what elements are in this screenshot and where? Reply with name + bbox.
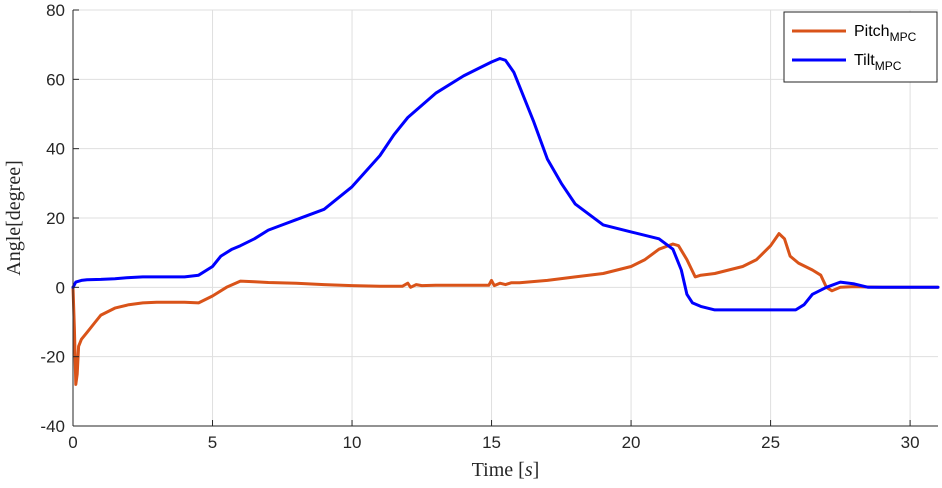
x-tick-label: 30 — [901, 433, 920, 452]
series-lines — [71, 57, 940, 386]
x-axis-label: Time [s] — [472, 459, 540, 481]
y-tick-label: 0 — [56, 278, 65, 297]
x-tick-label: 0 — [68, 433, 77, 452]
y-tick-label: 80 — [46, 1, 65, 20]
x-axis-label-text: Time [ — [472, 459, 525, 481]
legend: PitchMPC TiltMPC — [783, 11, 938, 83]
legend-label-pitch: PitchMPC — [854, 23, 917, 44]
x-tick-label: 10 — [343, 433, 362, 452]
y-axis-label: Angle[degree] — [3, 160, 25, 276]
y-tick-label: 40 — [46, 140, 65, 159]
x-tick-label: 15 — [482, 433, 501, 452]
y-tick-label: -20 — [40, 348, 65, 367]
y-tick-label: -40 — [40, 417, 65, 436]
axes-frame — [72, 9, 938, 427]
x-tick-label: 20 — [622, 433, 641, 452]
x-tick-label: 5 — [208, 433, 217, 452]
y-tick-label: 60 — [46, 70, 65, 89]
legend-box — [783, 11, 938, 83]
tick-labels: 0 5 10 15 20 25 30 -40 -20 0 20 40 60 80 — [40, 1, 919, 452]
series-line-tilt — [71, 57, 940, 312]
x-axis-unit: s — [525, 459, 533, 481]
series-line-pitch — [71, 232, 940, 386]
y-tick-label: 20 — [46, 209, 65, 228]
x-tick-label: 25 — [761, 433, 780, 452]
legend-label-tilt: TiltMPC — [854, 52, 902, 73]
